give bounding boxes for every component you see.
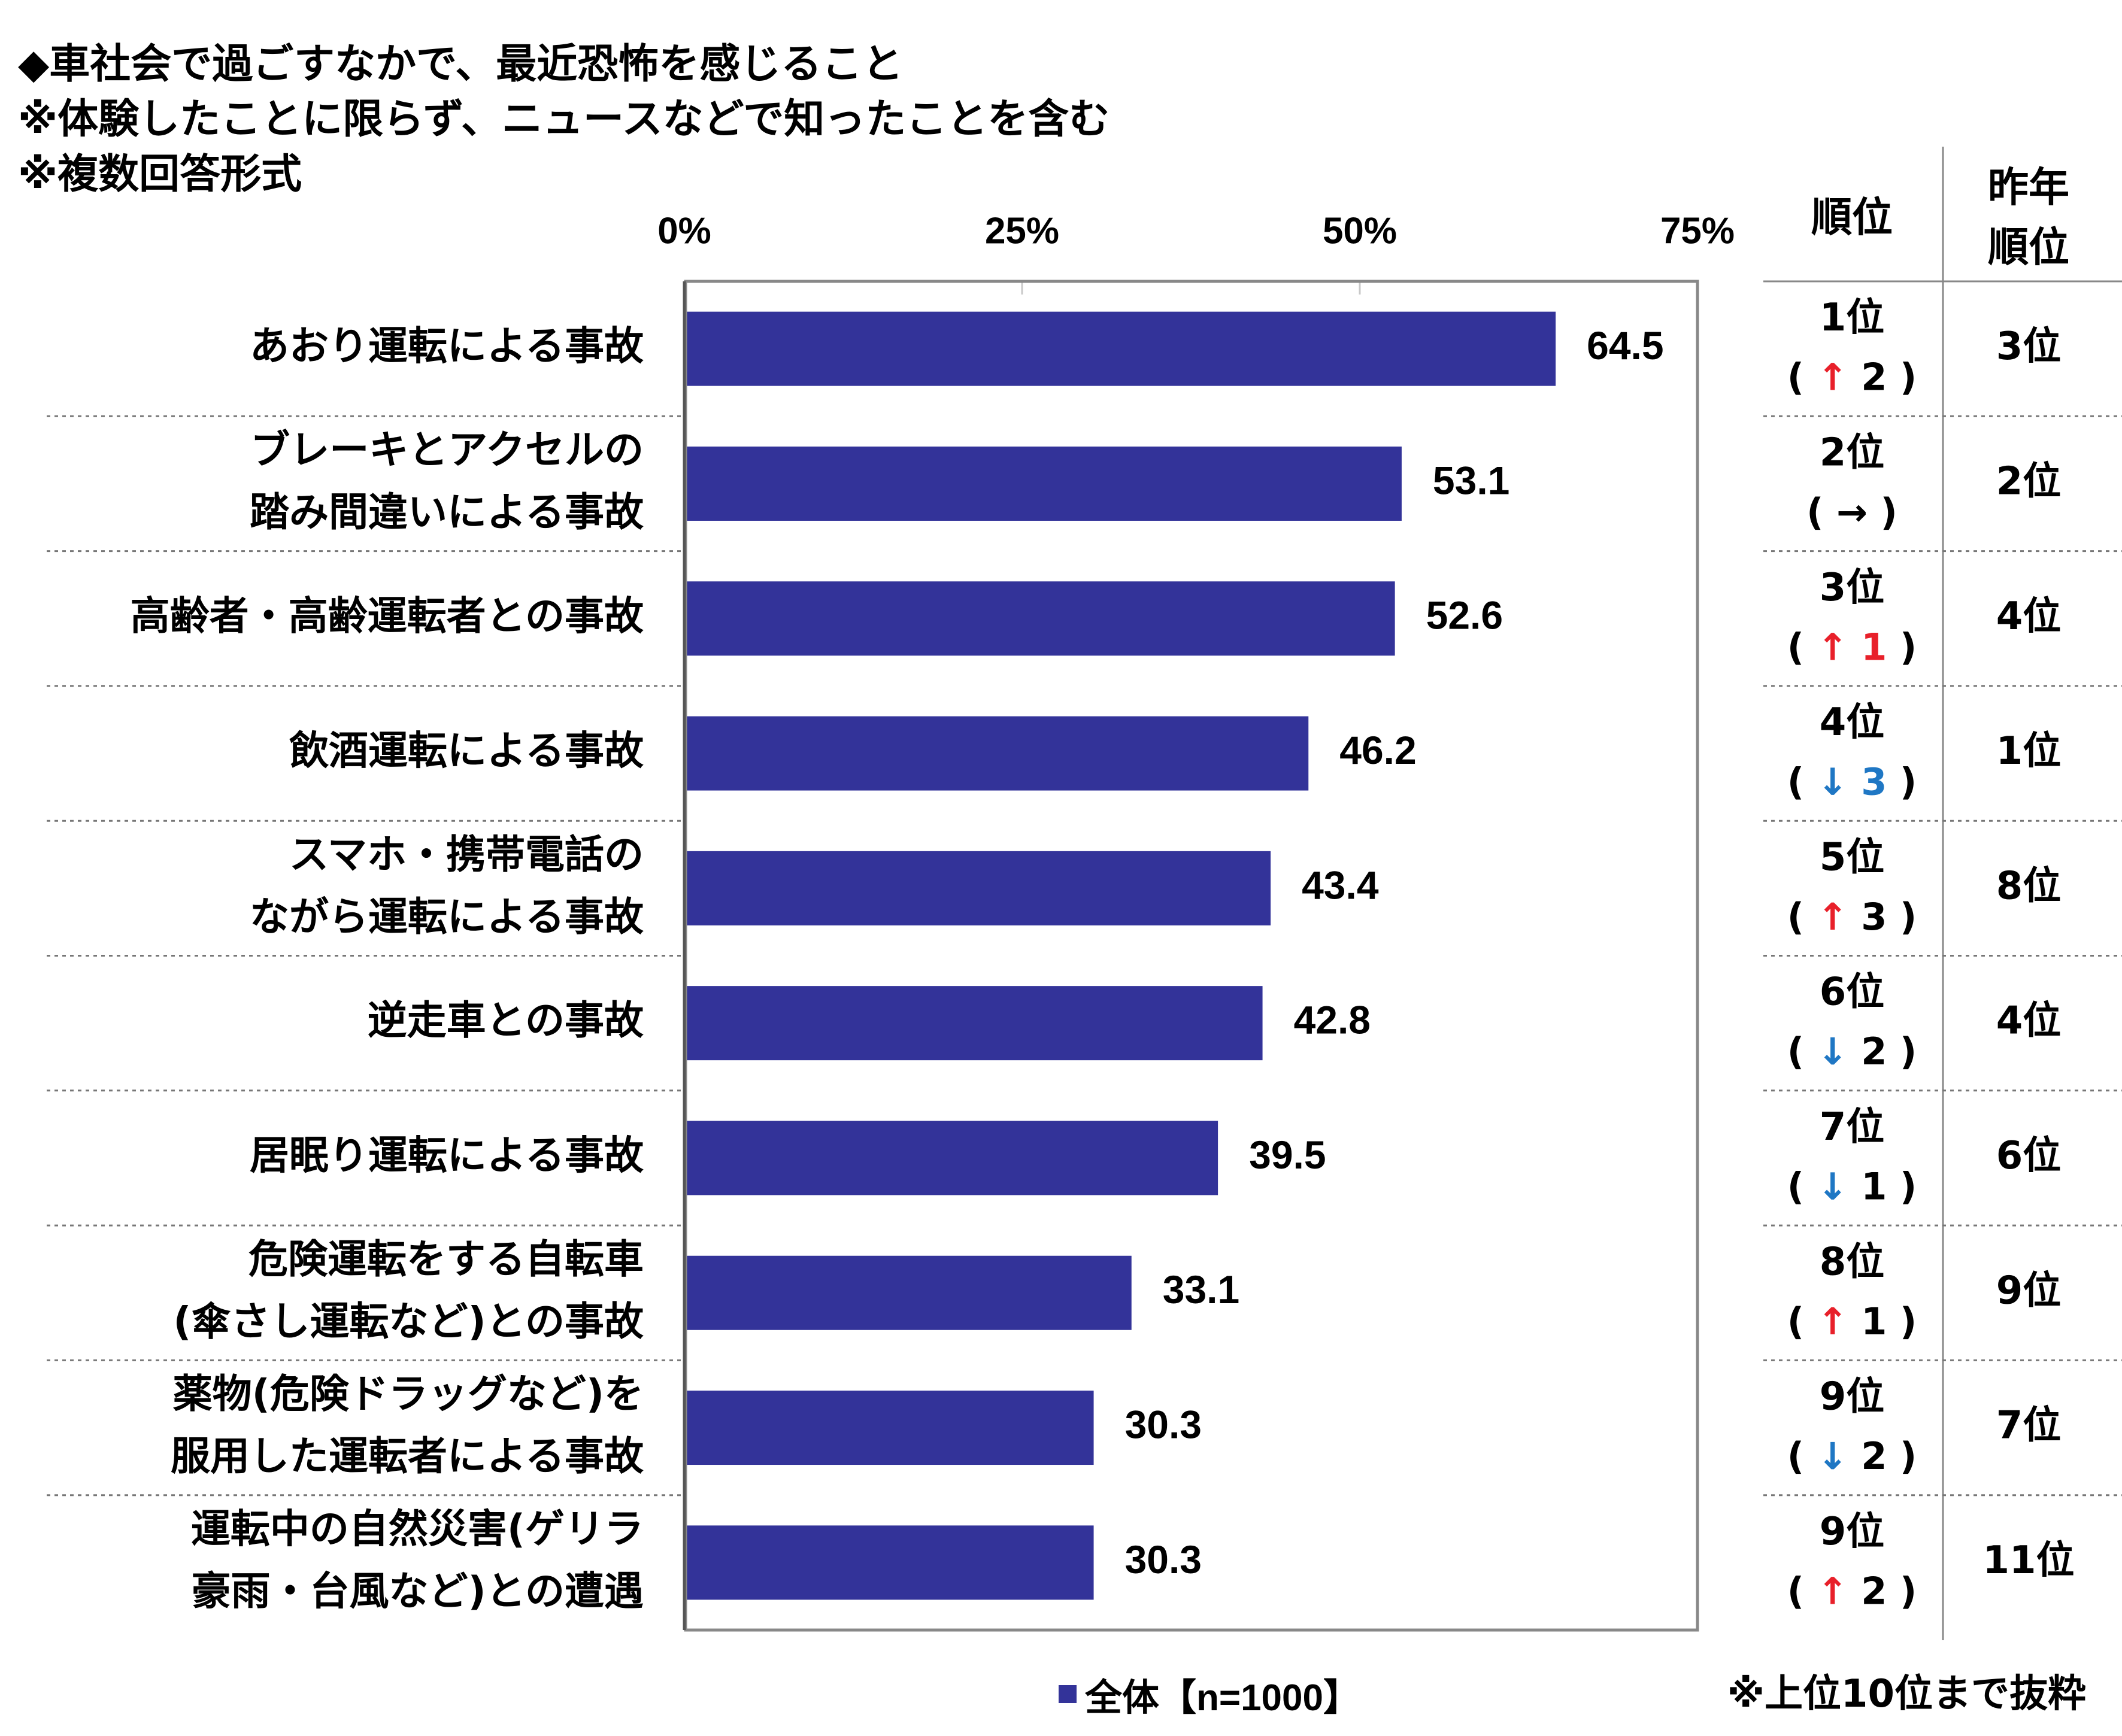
last-year-rank-label: 4位 (1996, 999, 2062, 1043)
bar (684, 446, 1402, 521)
rank-change-label: ( → ) (1806, 490, 1897, 534)
bar (684, 581, 1395, 656)
last-year-rank-label: 8位 (1996, 864, 2062, 908)
bar-value-label: 52.6 (1426, 593, 1503, 638)
last-year-rank-label: 4位 (1996, 594, 2062, 639)
rank-change-label: ( ↓ 2 ) (1787, 1030, 1917, 1073)
x-tick-label: 50% (1323, 210, 1397, 251)
bar-value-label: 30.3 (1125, 1402, 1202, 1446)
bar (684, 1121, 1218, 1195)
separator-lines (47, 147, 2122, 1640)
rank-change-label: ( ↓ 1 ) (1787, 1165, 1917, 1209)
x-tick-label: 0% (657, 210, 711, 251)
bar (684, 851, 1271, 925)
rank-change-label: ( ↑ 1 ) (1787, 1300, 1917, 1343)
last-year-rank-label: 1位 (1996, 729, 2062, 773)
bar (684, 1525, 1094, 1600)
last-year-rank-label: 11位 (1982, 1538, 2074, 1583)
rank-label: 9位 (1820, 1510, 1885, 1554)
x-tick-label: 75% (1660, 210, 1735, 251)
last-year-rank-label: 2位 (1996, 460, 2062, 504)
rank-label: 5位 (1820, 835, 1885, 879)
footnote: ※上位10位まで抜粋 (1727, 1672, 2086, 1716)
chart-title: ◆車社会で過ごすなかで、最近恐怖を感じること (18, 41, 904, 88)
chart-subtitle-format: ※複数回答形式 (18, 151, 302, 198)
bar-value-label: 46.2 (1339, 728, 1416, 772)
category-label: 踏み間違いによる事故 (250, 489, 644, 535)
category-label: あおり運転による事故 (250, 323, 644, 369)
last-year-rank-label: 7位 (1996, 1404, 2062, 1448)
category-label: 服用した運転者による事故 (171, 1433, 644, 1479)
category-label: (傘さし運転など)との事故 (173, 1298, 644, 1345)
rank-change-label: ( ↓ 3 ) (1787, 760, 1917, 804)
bar (684, 1255, 1132, 1330)
bars (684, 311, 1556, 1600)
category-label: 運転中の自然災害(ゲリラ (191, 1506, 644, 1552)
rank-change-label: ( ↓ 2 ) (1787, 1434, 1917, 1478)
category-label: 高齢者・高齢運転者との事故 (131, 593, 644, 639)
rank-label: 3位 (1820, 566, 1885, 610)
legend-label: 全体【n=1000】 (1085, 1677, 1361, 1719)
category-label: スマホ・携帯電話の (289, 831, 644, 878)
bar-value-label: 39.5 (1249, 1133, 1326, 1177)
bar-value-label: 64.5 (1587, 323, 1663, 368)
rank-header: 順位 (1811, 195, 1893, 242)
rank-change-label: ( ↑ 1 ) (1787, 625, 1917, 669)
gridlines (1021, 281, 1361, 295)
bar-value-label: 33.1 (1163, 1267, 1239, 1312)
category-label: 危険運転をする自転車 (248, 1236, 644, 1282)
category-label: 逆走車との事故 (368, 997, 644, 1043)
category-label: 居眠り運転による事故 (250, 1133, 644, 1179)
rank-label: 4位 (1820, 700, 1885, 745)
rank-label: 1位 (1820, 296, 1885, 340)
rank-label: 6位 (1820, 970, 1885, 1015)
bar (684, 311, 1556, 386)
legend: 全体【n=1000】 (1059, 1667, 1360, 1721)
category-label: 豪雨・台風など)との遭遇 (191, 1568, 644, 1614)
bar-value-label: 53.1 (1433, 458, 1509, 502)
last-year-rank-header: 昨年 (1988, 165, 2069, 212)
x-tick-label: 25% (985, 210, 1059, 251)
last-year-rank-header: 順位 (1988, 224, 2069, 272)
rank-change-label: ( ↑ 2 ) (1787, 1569, 1917, 1613)
bar (684, 1391, 1094, 1465)
plot-frame (683, 280, 1699, 1632)
rank-label: 2位 (1820, 431, 1885, 475)
legend-swatch (1059, 1685, 1077, 1703)
chart-title-block: ◆車社会で過ごすなかで、最近恐怖を感じること ※体験したことに限らず、ニュースな… (18, 37, 1635, 202)
last-year-rank-label: 3位 (1996, 324, 2062, 369)
bar-value-label: 42.8 (1294, 998, 1371, 1042)
bar-value-label: 30.3 (1125, 1537, 1202, 1582)
rank-change-label: ( ↑ 2 ) (1787, 356, 1917, 399)
rank-label: 9位 (1820, 1375, 1885, 1419)
rank-change-label: ( ↑ 3 ) (1787, 895, 1917, 939)
bar (684, 986, 1263, 1061)
bar-value-label: 43.4 (1302, 863, 1379, 907)
rank-label: 8位 (1820, 1240, 1885, 1284)
last-year-rank-label: 6位 (1996, 1134, 2062, 1178)
chart-subtitle-scope: ※体験したことに限らず、ニュースなどで知ったことを含む (18, 96, 1110, 143)
last-year-rank-label: 9位 (1996, 1268, 2062, 1313)
category-label: 薬物(危険ドラッグなど)を (173, 1371, 644, 1417)
category-label: ながら運転による事故 (250, 894, 644, 940)
category-label: 飲酒運転による事故 (289, 728, 644, 774)
bar (684, 716, 1309, 791)
rank-label: 7位 (1820, 1105, 1885, 1149)
category-label: ブレーキとアクセルの (250, 427, 644, 473)
